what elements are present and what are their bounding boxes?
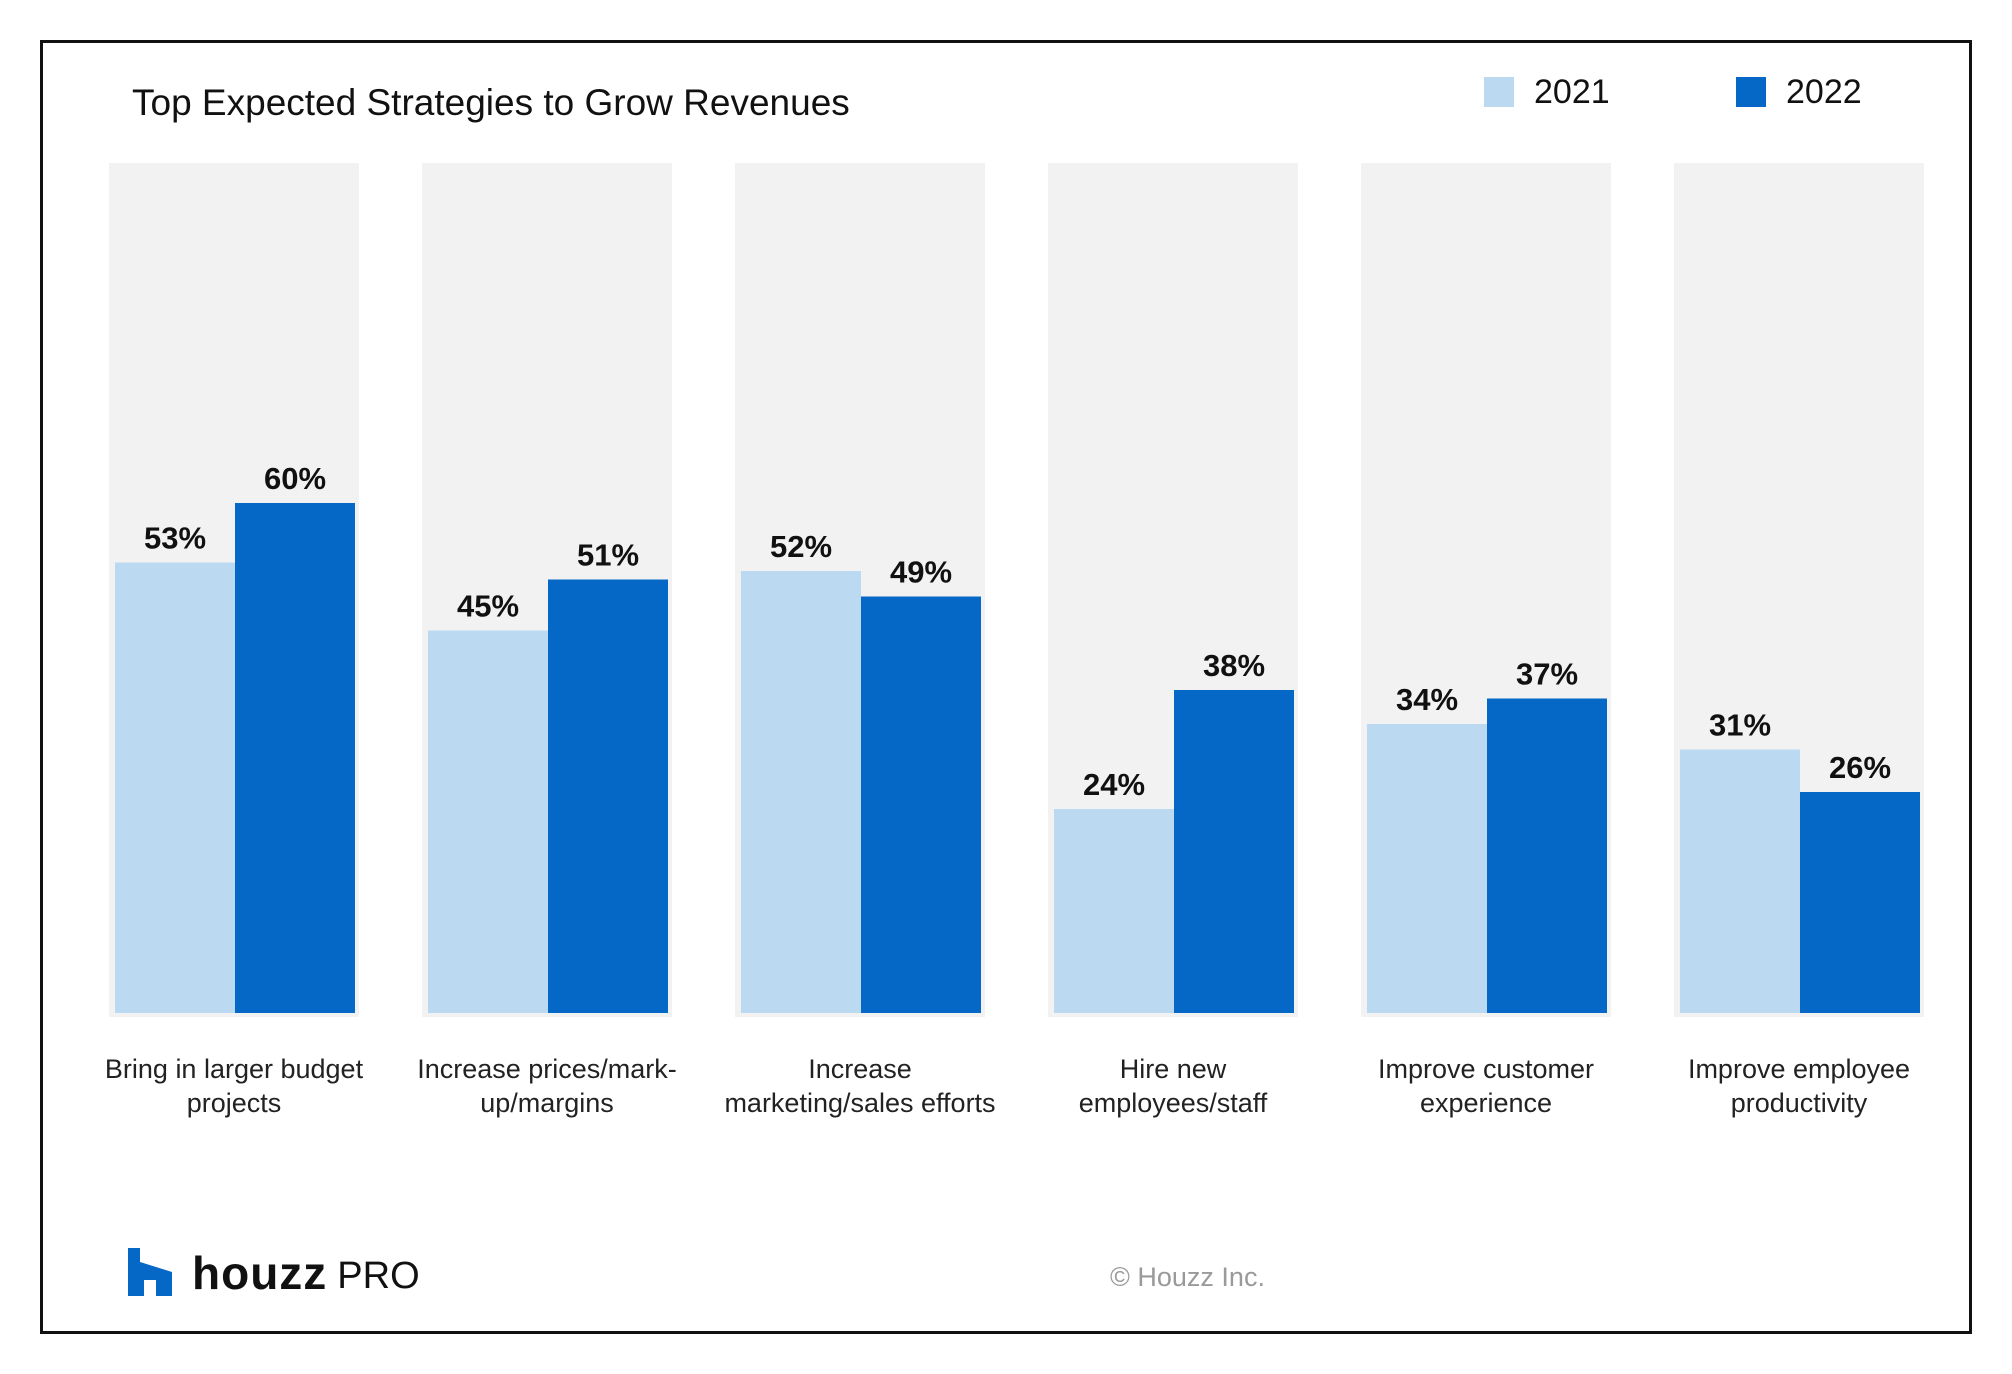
- bar-2021: [741, 571, 861, 1013]
- data-label-2022: 49%: [890, 555, 952, 590]
- data-label-2022: 60%: [264, 461, 326, 496]
- bar-2021: [428, 630, 548, 1013]
- legend-label-2021: 2021: [1534, 72, 1610, 111]
- category-label-line: Hire new: [1119, 1054, 1227, 1084]
- data-label-2021: 45%: [457, 589, 519, 624]
- data-label-2021: 53%: [144, 521, 206, 556]
- category-label-line: Improve employee: [1687, 1054, 1911, 1084]
- data-label-2021: 24%: [1083, 767, 1145, 802]
- bar-2021: [1054, 809, 1174, 1013]
- data-label-2021: 34%: [1396, 682, 1458, 717]
- category-label-line: Improve customer: [1377, 1054, 1595, 1084]
- bar-2022: [235, 503, 355, 1013]
- bar-2021: [1680, 749, 1800, 1013]
- category-label-line: Increase prices/mark-: [417, 1054, 677, 1084]
- bar-2022: [548, 579, 668, 1013]
- houzz-logo-icon: [128, 1248, 172, 1296]
- bar-2021: [115, 562, 235, 1013]
- bar-2022: [1487, 698, 1607, 1013]
- copyright-text: © Houzz Inc.: [1110, 1262, 1265, 1292]
- data-label-2022: 38%: [1203, 648, 1265, 683]
- chart-title: Top Expected Strategies to Grow Revenues: [132, 82, 850, 123]
- bar-2022: [861, 596, 981, 1013]
- category-label: Hire new employees/staff: [1023, 1052, 1323, 1120]
- category-label-line: up/margins: [480, 1088, 614, 1118]
- legend-swatch-2022: [1736, 77, 1766, 107]
- category-label: Bring in larger budget projects: [84, 1052, 384, 1120]
- category-label-line: marketing/sales efforts: [724, 1088, 996, 1118]
- data-label-2022: 37%: [1516, 657, 1578, 692]
- category-label-line: Increase: [808, 1054, 912, 1084]
- data-label-2021: 52%: [770, 529, 832, 564]
- legend-swatch-2021: [1484, 77, 1514, 107]
- legend-item-2021: 2021: [1484, 72, 1610, 112]
- category-label-line: employees/staff: [1078, 1088, 1268, 1118]
- bar-2022: [1800, 792, 1920, 1013]
- bar-2022: [1174, 690, 1294, 1013]
- data-label-2021: 31%: [1709, 708, 1771, 743]
- chart-frame: [40, 40, 1972, 1334]
- data-label-2022: 26%: [1829, 750, 1891, 785]
- category-label-line: projects: [186, 1088, 282, 1118]
- logo-word: houzz: [192, 1247, 328, 1299]
- category-label: Increase marketing/sales efforts: [710, 1052, 1010, 1120]
- legend-item-2022: 2022: [1736, 72, 1862, 112]
- legend-label-2022: 2022: [1786, 72, 1862, 111]
- category-label-line: experience: [1419, 1088, 1553, 1118]
- data-label-2022: 51%: [577, 538, 639, 573]
- logo-suffix: PRO: [337, 1255, 420, 1297]
- category-label: Improve employee productivity: [1649, 1052, 1949, 1120]
- category-label: Improve customer experience: [1336, 1052, 1636, 1120]
- houzz-pro-logo: houzz PRO: [128, 1248, 420, 1296]
- category-label: Increase prices/mark-up/margins: [397, 1052, 697, 1120]
- category-label-line: Bring in larger budget: [104, 1054, 364, 1084]
- category-label-line: productivity: [1730, 1088, 1868, 1118]
- bar-2021: [1367, 724, 1487, 1013]
